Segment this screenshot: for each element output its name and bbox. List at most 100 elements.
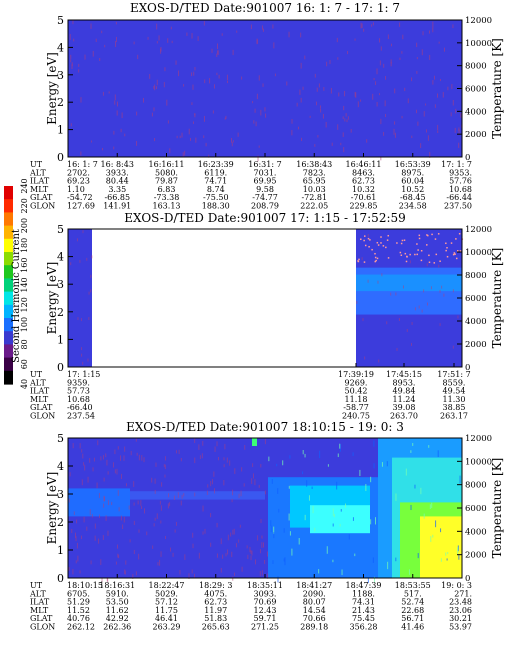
noise-mark [125,560,127,565]
noise-mark [311,486,313,490]
noise-mark [151,477,153,483]
noise-mark [206,490,208,495]
noise-mark [257,155,259,162]
noise-mark [274,73,276,77]
noise-mark [271,478,273,484]
noise-mark [260,518,262,524]
noise-mark [130,450,132,456]
noise-mark [372,557,374,563]
noise-mark [408,569,410,575]
ephemeris-value-mlt: 10.32 [352,185,375,194]
noise-mark [258,145,260,148]
noise-mark [129,539,131,543]
noise-mark [154,137,156,142]
noise-mark [416,57,418,60]
ephemeris-value-ilat: 52.74 [401,598,424,607]
noise-mark [438,264,440,268]
noise-mark [410,504,412,511]
noise-mark [440,528,442,533]
noise-mark [164,456,166,461]
ephemeris-value-alt: 271. [454,589,472,598]
noise-mark [262,83,264,87]
noise-mark [168,493,170,498]
noise-mark [81,479,83,486]
panel-title: EXOS-D/TED Date:901007 17: 1:15 - 17:52:… [124,211,406,225]
noise-mark [273,42,275,49]
ephemeris-value-glat: -66.40 [67,403,93,412]
ephemeris-value-alt: 9269. [345,378,368,387]
ephemeris-value-glon: 271.25 [251,623,279,632]
ephemeris-value-mlt: 22.68 [401,606,424,615]
ephemeris-value-ilat: 65.95 [303,177,326,186]
noise-mark [71,528,73,534]
noise-mark [87,476,89,483]
noise-mark [395,557,397,562]
noise-mark [314,144,316,147]
noise-mark [326,61,328,67]
noise-mark [411,77,413,82]
colorbar-tick-label: 40 [20,379,29,389]
noise-mark [435,520,437,528]
noise-mark [154,84,156,91]
noise-mark [84,464,86,471]
noise-mark [382,245,385,247]
noise-mark [446,247,448,249]
band-mid [130,491,265,500]
noise-mark [243,483,245,487]
noise-mark [314,527,316,532]
noise-mark [428,254,430,257]
noise-mark [250,24,252,30]
ephemeris-value-mlt: 11.75 [155,606,178,615]
noise-mark [425,103,427,106]
noise-mark [370,476,372,483]
noise-mark [76,238,78,242]
noise-mark [122,524,124,530]
noise-mark [159,500,161,505]
colorbar-segment [4,304,13,319]
noise-mark [354,92,356,97]
noise-mark [101,577,103,583]
noise-mark [112,462,114,468]
noise-mark [209,78,211,84]
noise-mark [83,462,85,466]
noise-mark [364,356,366,360]
colorbar-segment [4,331,13,345]
noise-mark [352,517,354,521]
noise-mark [452,99,454,106]
y2-tick-label: 8000 [465,62,487,72]
ephemeris-row-label: ILAT [30,598,50,607]
noise-mark [426,302,428,306]
noise-mark [437,130,439,134]
noise-mark [80,97,82,103]
noise-mark [194,66,196,71]
noise-mark [282,460,284,466]
noise-mark [141,455,143,461]
noise-mark [437,450,439,457]
ephemeris-value-glat: -74.77 [252,193,278,202]
noise-mark [250,550,252,555]
noise-mark [394,132,396,138]
noise-mark [459,475,461,484]
noise-mark [94,535,96,541]
ephemeris-value-mlt: 6.83 [158,185,176,194]
y2-tick-label: 4000 [465,317,487,327]
noise-mark [204,528,206,534]
noise-mark [378,359,380,363]
noise-mark [90,274,92,278]
noise-mark [357,260,360,263]
ephemeris-value-glon: 237.54 [67,412,95,421]
noise-mark [372,93,374,100]
y-tick-label: 5 [57,14,64,27]
noise-mark [302,471,304,475]
noise-mark [454,127,456,134]
noise-mark [343,105,345,111]
ephemeris-value-ut: 17:45:15 [386,370,422,379]
noise-mark [120,128,122,133]
colorbar-label: Second Harmonic Current [11,229,22,363]
noise-mark [138,529,140,533]
noise-mark [251,550,253,556]
region-lightcyan [310,505,370,534]
noise-mark [447,86,449,91]
noise-mark [113,146,115,150]
noise-mark [430,286,432,290]
